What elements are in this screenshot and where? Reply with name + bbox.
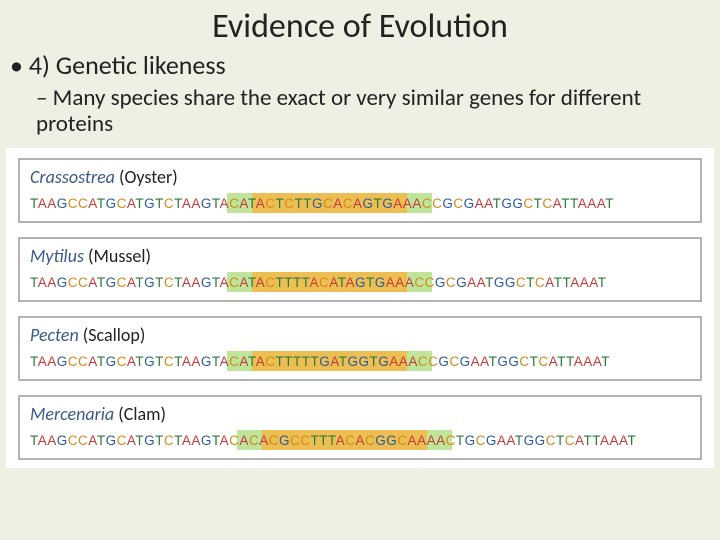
species-label: Crassostrea (Oyster) xyxy=(30,166,690,188)
sequence-text: TAAGCCATGCATGTCTAAGTACATACTTTTTGATGGTGAA… xyxy=(30,354,610,369)
species-label: Mercenaria (Clam) xyxy=(30,403,690,425)
dna-sequence: TAAGCCATGCATGTCTAAGTACACACGCCTTTACACGGCA… xyxy=(30,431,690,450)
species-common: (Mussel) xyxy=(88,245,151,267)
species-scientific: Crassostrea xyxy=(30,166,115,188)
sequence-text: TAAGCCATGCATGTCTAAGTACACACGCCTTTACACGGCA… xyxy=(30,433,636,448)
species-common: (Oyster) xyxy=(119,166,178,188)
species-scientific: Pecten xyxy=(30,324,79,346)
dna-sequence: TAAGCCATGCATGTCTAAGTACATACTTTTACATAGTGAA… xyxy=(30,273,690,292)
bullet-level1: • 4) Genetic likeness xyxy=(0,49,720,85)
dna-sequence: TAAGCCATGCATGTCTAAGTACATACTTTTTGATGGTGAA… xyxy=(30,352,690,371)
dna-sequence: TAAGCCATGCATGTCTAAGTACATACTCTTGCACAGTGAA… xyxy=(30,194,690,213)
sequence-box: Mercenaria (Clam) TAAGCCATGCATGTCTAAGTAC… xyxy=(18,395,702,460)
bullet-level2: – Many species share the exact or very s… xyxy=(0,85,720,148)
slide-title: Evidence of Evolution xyxy=(0,0,720,49)
species-scientific: Mytilus xyxy=(30,245,84,267)
sequence-box: Pecten (Scallop) TAAGCCATGCATGTCTAAGTACA… xyxy=(18,316,702,381)
sequence-box: Mytilus (Mussel) TAAGCCATGCATGTCTAAGTACA… xyxy=(18,237,702,302)
species-scientific: Mercenaria xyxy=(30,403,114,425)
species-label: Pecten (Scallop) xyxy=(30,324,690,346)
sequence-diagram: Crassostrea (Oyster) TAAGCCATGCATGTCTAAG… xyxy=(6,148,714,468)
species-common: (Clam) xyxy=(118,403,166,425)
species-common: (Scallop) xyxy=(83,324,145,346)
species-label: Mytilus (Mussel) xyxy=(30,245,690,267)
sequence-box: Crassostrea (Oyster) TAAGCCATGCATGTCTAAG… xyxy=(18,158,702,223)
sequence-text: TAAGCCATGCATGTCTAAGTACATACTTTTACATAGTGAA… xyxy=(30,275,606,290)
sequence-text: TAAGCCATGCATGTCTAAGTACATACTCTTGCACAGTGAA… xyxy=(30,196,614,211)
